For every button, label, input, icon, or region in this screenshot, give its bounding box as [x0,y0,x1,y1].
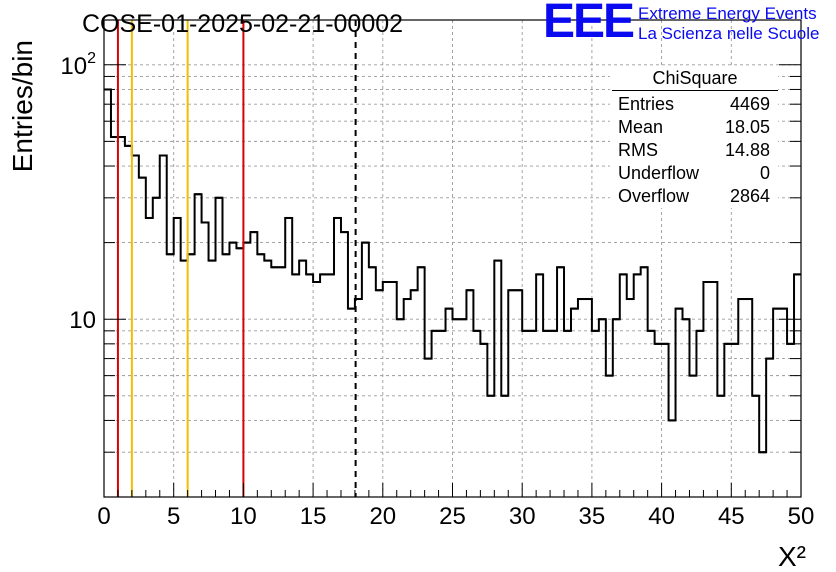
stats-label: Mean [618,117,664,137]
x-tick-label: 30 [509,503,536,530]
stats-row: Mean 18.05 [610,116,778,139]
y-axis-label: Entries/bin [7,40,38,172]
stats-value: 4469 [729,94,770,114]
x-tick-label: 20 [369,503,396,530]
stats-row: Overflow 2864 [610,185,778,208]
stats-row: Underflow 0 [610,162,778,185]
y-tick-label: 10 [69,307,96,334]
x-tick-label: 45 [718,503,745,530]
logo-text-line1: Extreme Energy Events [638,4,817,23]
stats-title: ChiSquare [612,68,778,91]
x-axis-label: X² [778,541,806,572]
x-tick-label: 10 [230,503,257,530]
x-tick-label: 15 [300,503,327,530]
stats-value: 2864 [729,186,770,206]
x-tick-label: 35 [579,503,606,530]
stats-label: Entries [618,94,675,114]
stats-value: 18.05 [724,117,770,137]
stats-value: 14.88 [724,140,770,160]
y-tick-label: 102 [60,50,96,80]
axis-ticks [103,64,802,498]
x-tick-label: 25 [439,503,466,530]
stats-label: RMS [618,140,658,160]
logo-mark: EEE [543,0,635,48]
logo-text-line2: La Scienza nelle Scuole [638,24,820,43]
stats-row: RMS 14.88 [610,139,778,162]
x-tick-label: 5 [167,503,180,530]
x-tick-label: 40 [648,503,675,530]
stats-box: ChiSquare Entries 4469 Mean 18.05 RMS 14… [610,68,778,208]
x-tick-label: 50 [788,503,815,530]
histogram-bars [104,88,801,454]
stats-value: 0 [759,163,770,183]
stats-label: Overflow [618,186,690,206]
tick-labels: 0 5 10 15 20 25 30 35 40 45 50 10 102 [60,50,814,530]
chart-title: COSE-01-2025-02-21-00002 [82,10,404,38]
stats-label: Underflow [618,163,700,183]
x-tick-label: 0 [97,503,110,530]
stats-row: Entries 4469 [610,93,778,116]
eee-logo: EEE Extreme Energy Events La Scienza nel… [543,0,833,48]
marker-lines [116,20,357,497]
